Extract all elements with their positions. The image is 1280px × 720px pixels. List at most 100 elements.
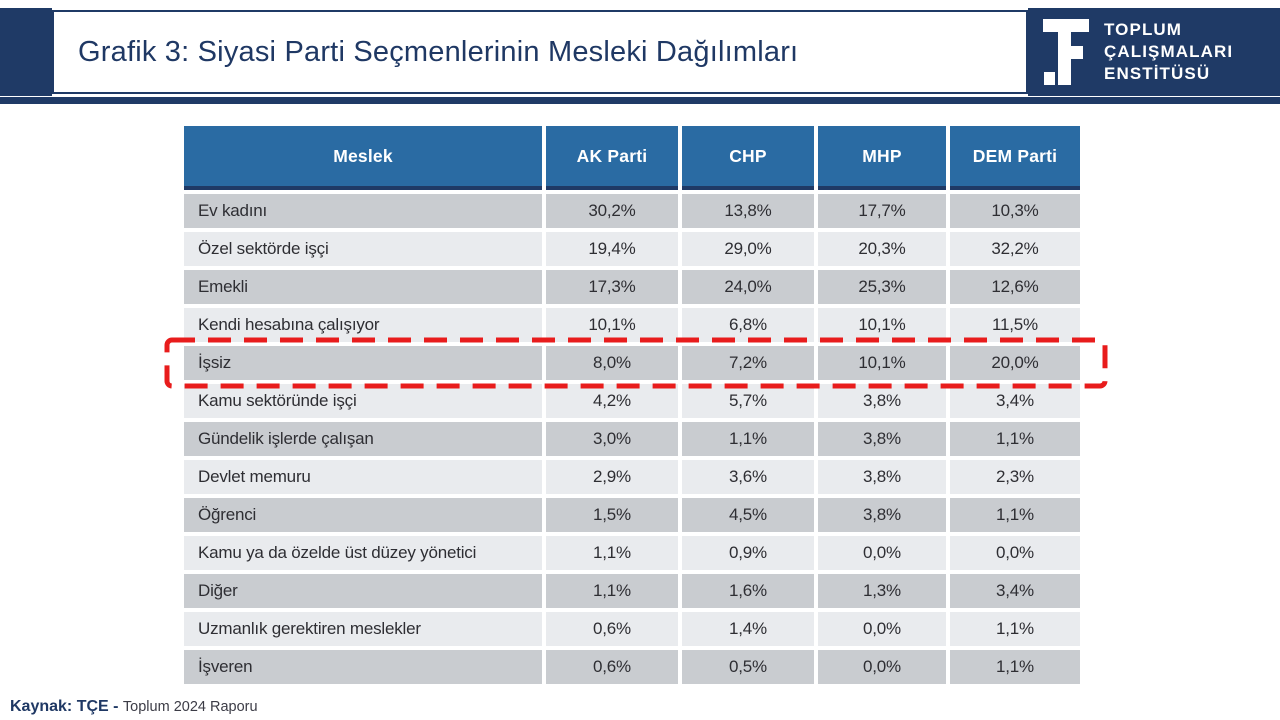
cell-value: 6,8% xyxy=(682,308,814,342)
cell-value: 1,1% xyxy=(546,536,678,570)
table-row: Özel sektörde işçi 19,4% 29,0% 20,3% 32,2% xyxy=(184,232,1080,266)
cell-value: 0,6% xyxy=(546,650,678,684)
cell-value: 8,0% xyxy=(546,346,678,380)
cell-value: 32,2% xyxy=(950,232,1080,266)
column-header-dem-parti: DEM Parti xyxy=(950,126,1080,190)
cell-value: 2,3% xyxy=(950,460,1080,494)
cell-value: 13,8% xyxy=(682,194,814,228)
cell-value: 20,3% xyxy=(818,232,946,266)
column-header-chp: CHP xyxy=(682,126,814,190)
table-row: Kamu ya da özelde üst düzey yönetici 1,1%… xyxy=(184,536,1080,570)
cell-label: Özel sektörde işçi xyxy=(184,232,542,266)
table-row-highlighted: İşsiz 8,0% 7,2% 10,1% 20,0% xyxy=(184,346,1080,380)
cell-value: 10,1% xyxy=(818,308,946,342)
cell-value: 1,5% xyxy=(546,498,678,532)
cell-value: 0,0% xyxy=(818,536,946,570)
tce-monogram-icon-topbar xyxy=(1043,19,1089,32)
cell-value: 3,8% xyxy=(818,422,946,456)
table-row: Ev kadını 30,2% 13,8% 17,7% 10,3% xyxy=(184,194,1080,228)
cell-value: 2,9% xyxy=(546,460,678,494)
table-row: Emekli 17,3% 24,0% 25,3% 12,6% xyxy=(184,270,1080,304)
source-text: Toplum 2024 Raporu xyxy=(122,699,258,715)
cell-value: 3,8% xyxy=(818,384,946,418)
tce-monogram-icon-dot xyxy=(1044,72,1055,85)
cell-label: Emekli xyxy=(184,270,542,304)
tce-monogram-icon-arm xyxy=(1071,46,1083,59)
cell-label: İşsiz xyxy=(184,346,542,380)
cell-value: 1,1% xyxy=(682,422,814,456)
cell-label: İşveren xyxy=(184,650,542,684)
cell-value: 24,0% xyxy=(682,270,814,304)
cell-value: 1,3% xyxy=(818,574,946,608)
table-row: Kendi hesabına çalışıyor 10,1% 6,8% 10,1% 11… xyxy=(184,308,1080,342)
cell-value: 1,6% xyxy=(682,574,814,608)
cell-label: Gündelik işlerde çalışan xyxy=(184,422,542,456)
cell-value: 29,0% xyxy=(682,232,814,266)
logo-wordmark: TOPLUM ÇALIŞMALARI ENSTİTÜSÜ xyxy=(1104,19,1233,84)
cell-value: 20,0% xyxy=(950,346,1080,380)
cell-value: 17,3% xyxy=(546,270,678,304)
cell-label: Kendi hesabına çalışıyor xyxy=(184,308,542,342)
cell-value: 1,1% xyxy=(950,498,1080,532)
cell-value: 3,0% xyxy=(546,422,678,456)
table-body: Ev kadını 30,2% 13,8% 17,7% 10,3% Özel sektör… xyxy=(184,194,1080,684)
cell-value: 3,8% xyxy=(818,460,946,494)
cell-label: Uzmanlık gerektiren meslekler xyxy=(184,612,542,646)
cell-value: 0,5% xyxy=(682,650,814,684)
cell-label: Kamu ya da özelde üst düzey yönetici xyxy=(184,536,542,570)
tce-monogram-icon-stem xyxy=(1058,32,1071,85)
table-row: Devlet memuru 2,9% 3,6% 3,8% 2,3% xyxy=(184,460,1080,494)
cell-value: 0,0% xyxy=(950,536,1080,570)
tce-monogram-icon xyxy=(1043,19,1091,85)
cell-label: Öğrenci xyxy=(184,498,542,532)
table-row: Gündelik işlerde çalışan 3,0% 1,1% 3,8% 1,1% xyxy=(184,422,1080,456)
cell-value: 4,2% xyxy=(546,384,678,418)
source-note: Kaynak: TÇE - Toplum 2024 Raporu xyxy=(10,698,258,716)
logo-line-2: ÇALIŞMALARI xyxy=(1104,42,1234,62)
cell-value: 1,4% xyxy=(682,612,814,646)
source-prefix: Kaynak: TÇE - xyxy=(10,698,119,715)
cell-label: Kamu sektöründe işçi xyxy=(184,384,542,418)
column-header-mhp: MHP xyxy=(818,126,946,190)
logo-line-3: ENSTİTÜSÜ xyxy=(1104,63,1211,83)
cell-value: 17,7% xyxy=(818,194,946,228)
column-header-meslek: Meslek xyxy=(184,126,542,190)
cell-value: 11,5% xyxy=(950,308,1080,342)
cell-value: 30,2% xyxy=(546,194,678,228)
cell-value: 1,1% xyxy=(546,574,678,608)
cell-value: 0,9% xyxy=(682,536,814,570)
cell-value: 25,3% xyxy=(818,270,946,304)
cell-value: 12,6% xyxy=(950,270,1080,304)
column-header-ak-parti: AK Parti xyxy=(546,126,678,190)
cell-value: 4,5% xyxy=(682,498,814,532)
cell-value: 19,4% xyxy=(546,232,678,266)
cell-value: 7,2% xyxy=(682,346,814,380)
cell-value: 1,1% xyxy=(950,612,1080,646)
table-row: Kamu sektöründe işçi 4,2% 5,7% 3,8% 3,4% xyxy=(184,384,1080,418)
cell-label: Devlet memuru xyxy=(184,460,542,494)
cell-value: 0,0% xyxy=(818,650,946,684)
cell-value: 5,7% xyxy=(682,384,814,418)
logo-line-1: TOPLUM xyxy=(1104,20,1183,40)
table-header: Meslek AK Parti CHP MHP DEM Parti xyxy=(184,126,1080,190)
cell-value: 0,6% xyxy=(546,612,678,646)
table-row: Diğer 1,1% 1,6% 1,3% 3,4% xyxy=(184,574,1080,608)
cell-value: 0,0% xyxy=(818,612,946,646)
header-divider-strip xyxy=(0,97,1280,104)
cell-value: 3,6% xyxy=(682,460,814,494)
occupation-table: Meslek AK Parti CHP MHP DEM Parti Ev kadını 3… xyxy=(180,122,1084,688)
cell-label: Ev kadını xyxy=(184,194,542,228)
cell-value: 10,1% xyxy=(818,346,946,380)
highlight-outline-rect xyxy=(164,337,1108,389)
highlight-outline xyxy=(164,337,1108,389)
cell-value: 1,1% xyxy=(950,650,1080,684)
cell-value: 3,4% xyxy=(950,574,1080,608)
page-title: Grafik 3: Siyasi Parti Seçmenlerinin Mes… xyxy=(78,35,799,68)
cell-value: 3,8% xyxy=(818,498,946,532)
cell-value: 10,1% xyxy=(546,308,678,342)
logo-box: TOPLUM ÇALIŞMALARI ENSTİTÜSÜ xyxy=(1028,8,1280,96)
table-row: Uzmanlık gerektiren meslekler 0,6% 1,4% 0,0… xyxy=(184,612,1080,646)
cell-value: 3,4% xyxy=(950,384,1080,418)
title-box: Grafik 3: Siyasi Parti Seçmenlerinin Mes… xyxy=(52,10,1028,94)
table-row: Öğrenci 1,5% 4,5% 3,8% 1,1% xyxy=(184,498,1080,532)
